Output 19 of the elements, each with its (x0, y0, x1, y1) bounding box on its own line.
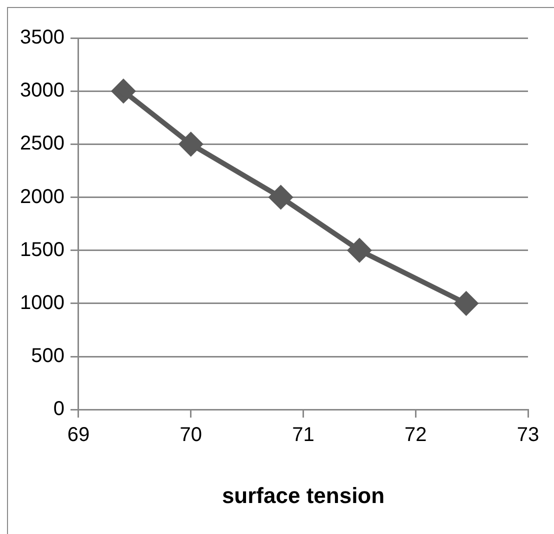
x-tick-label: 73 (516, 424, 540, 446)
x-tick-label: 69 (67, 424, 90, 446)
y-tick-label: 2000 (20, 186, 64, 208)
point (269, 186, 292, 209)
y-tick-label: 500 (31, 345, 64, 368)
y-tick-label: 1500 (20, 238, 64, 261)
point (112, 80, 135, 103)
point (348, 238, 371, 262)
y-tick-label: 3500 (20, 26, 64, 49)
x-axis-title: surface tension (222, 482, 385, 508)
point (179, 132, 202, 156)
point (454, 292, 478, 315)
x-tick-label: 72 (404, 424, 427, 446)
y-tick-label: 2500 (20, 132, 64, 155)
x-tick-label: 71 (292, 424, 314, 446)
y-tick-label: 3000 (20, 80, 64, 102)
y-tick-label: 0 (53, 398, 64, 420)
y-tick-label: 1000 (20, 292, 64, 314)
x-tick-label: 70 (180, 424, 202, 446)
